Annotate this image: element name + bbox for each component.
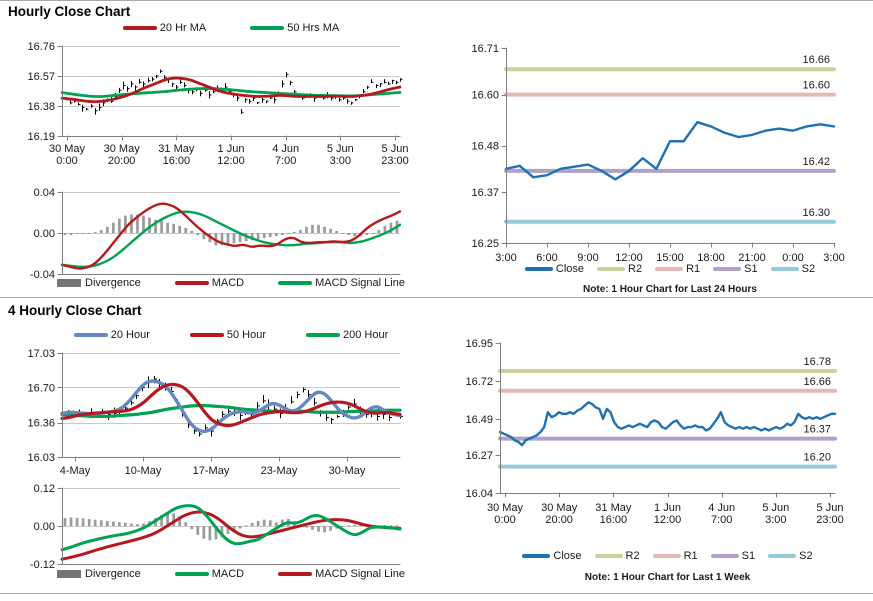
legend-swatch [306,333,340,337]
legend-item-divergence: Divergence [57,277,141,289]
legend-swatch [57,570,82,578]
legend-item-s1: S1 [710,550,756,562]
hourly-sr-note: Note: 1 Hour Chart for Last 24 Hours [583,284,757,295]
legend-label: R1 [683,550,698,562]
legend-swatch [768,554,797,558]
legend-item-r1: R1 [655,263,700,275]
top-divider [0,0,873,1]
legend-swatch [189,333,224,337]
four-hourly-price-legend: 20 Hour 50 Hour 200 Hour [62,329,400,341]
legend-swatch [278,281,313,285]
legend-item-200-hour: 200 Hour [306,329,388,341]
legend-label: 200 Hour [343,329,389,341]
legend-item-20-hr-ma: 20 Hr MA [122,22,207,34]
four-hourly-sr-legend: Close R2 R1 S1 S2 [500,550,835,562]
legend-item-s1: S1 [713,263,758,275]
legend-item-s2: S2 [768,550,813,562]
legend-item-r1: R1 [652,550,698,562]
legend-item-r2: R2 [594,550,640,562]
legend-item-macd-signal-line: MACD Signal Line [278,277,405,289]
legend-label: R2 [625,550,640,562]
legend-label: R2 [628,263,643,275]
section-divider [0,297,873,298]
legend-label: MACD Signal Line [315,568,405,580]
legend-label: Close [553,550,582,562]
legend-label: 20 Hr MA [159,22,207,34]
legend-swatch [522,554,551,558]
legend-swatch [524,267,553,271]
hourly-macd-legend: Divergence MACD MACD Signal Line [57,277,405,289]
legend-item-close: Close [524,263,585,275]
legend-item-r2: R2 [597,263,642,275]
legend-label: 20 Hour [110,329,150,341]
legend-swatch [655,267,684,271]
legend-item-macd-signal-line: MACD Signal Line [278,568,405,580]
legend-label: R1 [686,263,701,275]
hourly-price-legend: 20 Hr MA 50 Hrs MA [62,22,400,34]
hourly-sr-legend: Close R2 R1 S1 S2 [506,263,834,275]
legend-item-divergence: Divergence [57,568,141,580]
legend-swatch [57,279,82,287]
four-hourly-macd-legend: Divergence MACD MACD Signal Line [57,568,405,580]
legend-swatch [250,26,285,30]
legend-item-close: Close [522,550,582,562]
legend-swatch [770,267,799,271]
legend-swatch [122,26,157,30]
legend-label: Close [555,263,585,275]
legend-item-macd: MACD [174,277,245,289]
legend-swatch [710,554,739,558]
legend-swatch [278,572,313,576]
legend-swatch [174,281,209,285]
legend-label: S2 [799,550,813,562]
legend-label: 50 Hrs MA [287,22,340,34]
bottom-divider [0,593,873,594]
legend-label: MACD [211,568,245,580]
hourly-section-title: Hourly Close Chart [8,4,131,19]
legend-item-20-hour: 20 Hour [73,329,150,341]
legend-swatch [597,267,626,271]
legend-swatch [73,333,108,337]
legend-item-50-hour: 50 Hour [189,329,266,341]
four-hourly-section-title: 4 Hourly Close Chart [8,303,142,318]
legend-label: Divergence [85,568,141,580]
legend-label: S1 [741,550,756,562]
legend-item-macd: MACD [174,568,245,580]
legend-label: 50 Hour [226,329,266,341]
legend-swatch [174,572,209,576]
legend-label: Divergence [85,277,141,289]
legend-swatch [594,554,623,558]
legend-label: S2 [801,263,816,275]
four-hourly-sr-note: Note: 1 Hour Chart for Last 1 Week [584,572,751,583]
legend-label: MACD Signal Line [315,277,405,289]
legend-label: MACD [211,277,245,289]
legend-label: S1 [744,263,758,275]
legend-swatch [652,554,681,558]
legend-item-50-hrs-ma: 50 Hrs MA [250,22,339,34]
legend-item-s2: S2 [770,263,816,275]
legend-swatch [713,267,742,271]
